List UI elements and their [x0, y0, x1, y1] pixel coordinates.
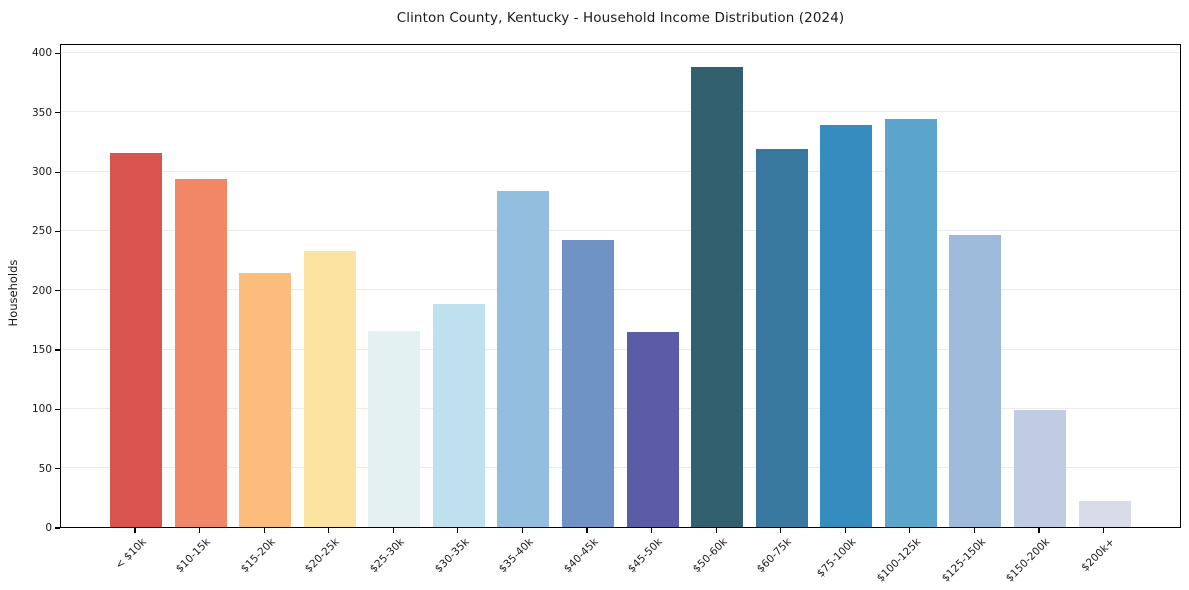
y-tick-mark: [55, 230, 60, 233]
x-tick-label: $15-20k: [238, 536, 278, 576]
bar: [303, 250, 356, 527]
gridline: [61, 111, 1180, 113]
x-tick-label: $10-15k: [173, 536, 214, 576]
x-tick-mark: [780, 528, 782, 533]
x-tick-mark: [457, 528, 459, 533]
plot-area: [60, 44, 1181, 528]
x-tick-label: $40-45k: [561, 536, 601, 576]
x-tick-mark: [715, 528, 717, 533]
x-tick-label: < $10k: [112, 536, 149, 572]
bar: [755, 148, 808, 527]
x-tick-label: $35-40k: [496, 536, 536, 576]
x-tick-mark: [134, 528, 136, 533]
bar: [626, 332, 679, 527]
gridline: [61, 52, 1180, 53]
gridline: [61, 467, 1180, 469]
x-tick-label: $30-35k: [432, 536, 472, 576]
bar: [1013, 409, 1066, 527]
y-tick-label: 300: [31, 165, 52, 178]
x-tick-label: $200k+: [1079, 536, 1118, 574]
bar: [239, 273, 292, 527]
y-tick-label: 250: [31, 225, 52, 238]
bar: [949, 235, 1002, 527]
x-tick-mark: [844, 528, 846, 533]
gridline: [61, 289, 1180, 291]
x-tick-label: $100-125k: [874, 536, 924, 585]
bar: [884, 118, 937, 527]
x-tick-label: $45-50k: [625, 536, 666, 576]
y-tick-mark: [55, 468, 60, 470]
x-tick-label: $20-25k: [303, 536, 343, 576]
y-tick-mark: [55, 290, 60, 292]
y-tick-label: 200: [31, 284, 52, 297]
y-tick-mark: [55, 112, 60, 114]
x-tick-label: $75-100k: [814, 536, 859, 580]
y-tick-label: 0: [45, 521, 52, 534]
x-tick-mark: [1102, 528, 1105, 533]
gridline: [61, 348, 1180, 350]
gridline: [61, 229, 1180, 231]
gridline: [61, 170, 1180, 172]
bar: [1078, 500, 1131, 527]
x-tick-mark: [328, 528, 330, 533]
x-tick-mark: [198, 528, 201, 533]
y-tick-label: 50: [38, 462, 52, 475]
x-tick-mark: [650, 528, 653, 533]
bar: [497, 191, 550, 527]
gridline: [61, 407, 1180, 409]
y-tick-mark: [55, 527, 60, 529]
x-tick-mark: [521, 528, 523, 533]
x-tick-label: $150-200k: [1003, 536, 1053, 585]
x-tick-mark: [1038, 528, 1040, 533]
y-tick-label: 150: [31, 343, 52, 356]
x-tick-mark: [263, 528, 265, 533]
bar: [432, 303, 485, 527]
y-tick-label: 350: [31, 106, 52, 119]
x-tick-label: $50-60k: [690, 536, 730, 576]
bar: [820, 124, 873, 527]
x-tick-label: $25-30k: [367, 536, 407, 576]
x-tick-mark: [586, 528, 588, 533]
bar: [691, 66, 744, 527]
bar: [174, 179, 227, 527]
x-tick-mark: [909, 528, 911, 533]
y-tick-mark: [55, 349, 60, 351]
x-tick-mark: [973, 528, 975, 533]
y-tick-mark: [55, 408, 60, 410]
y-tick-label: 400: [31, 47, 52, 60]
x-tick-label: $60-75k: [755, 536, 795, 576]
y-tick-mark: [55, 171, 60, 173]
bar: [368, 331, 421, 527]
y-tick-label: 100: [31, 403, 52, 416]
x-tick-label: $125-150k: [939, 536, 988, 585]
bar: [109, 153, 162, 527]
y-tick-mark: [55, 52, 60, 55]
bar: [561, 239, 614, 527]
x-tick-mark: [392, 528, 394, 533]
chart-title: Clinton County, Kentucky - Household Inc…: [396, 10, 845, 26]
